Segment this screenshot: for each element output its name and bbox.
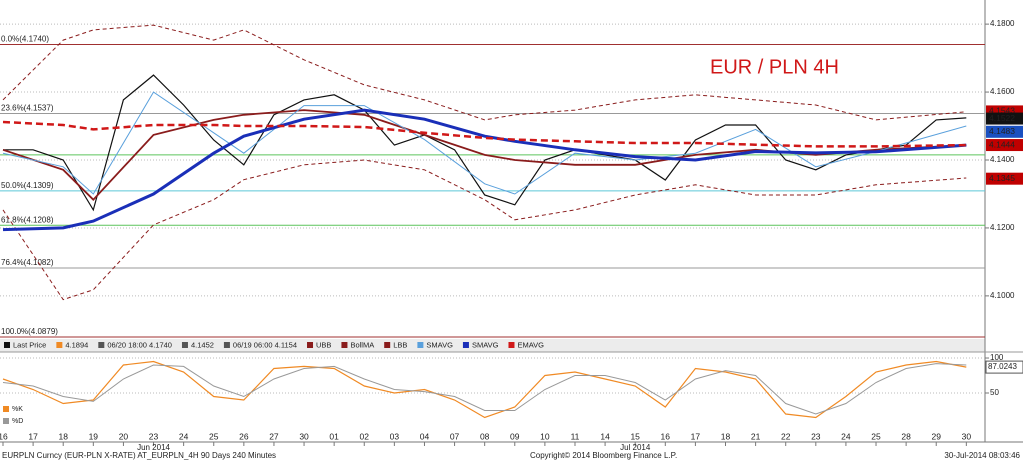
legend-entry-swatch: [508, 342, 515, 348]
price-tag: [986, 172, 1023, 185]
x-tick-label: 17: [691, 431, 701, 441]
fib-label: 61.8%(4.1208): [1, 215, 54, 224]
x-tick-label: 24: [841, 431, 851, 441]
legend-stat: 06/20 18:00 4.1740: [107, 340, 172, 349]
series-line: [3, 74, 967, 212]
x-tick-label: 30: [962, 431, 972, 441]
footer-center: Copyright© 2014 Bloomberg Finance L.P.: [530, 451, 677, 460]
y-tick-label: 4.1600: [990, 87, 1015, 96]
x-tick-label: 09: [510, 431, 520, 441]
legend-entry: LBB: [393, 340, 407, 349]
x-tick-label: 17: [28, 431, 38, 441]
legend-entry: %K: [12, 406, 23, 413]
x-tick-label: 01: [329, 431, 339, 441]
legend-entry: SMAVG: [426, 340, 453, 349]
x-tick-label: 07: [450, 431, 460, 441]
series-line: [2, 108, 967, 232]
legend-entry-swatch: [341, 342, 348, 348]
legend-swatch: [3, 418, 9, 424]
fib-label: 50.0%(4.1309): [1, 181, 54, 190]
legend-entry: UBB: [316, 340, 331, 349]
x-tick-label: 27: [269, 431, 279, 441]
price-tag-label: 4.1444: [989, 139, 1015, 149]
month-label: Jul 2014: [620, 443, 651, 452]
x-tick-label: 08: [480, 431, 490, 441]
series-line: [2, 91, 967, 195]
x-tick-label: 18: [721, 431, 731, 441]
footer-left: EURPLN Curncy (EUR-PLN X-RATE) AT_EURPLN…: [2, 451, 276, 460]
price-tag: [986, 125, 1023, 138]
footer-right: 30-Jul-2014 08:03:46: [944, 451, 1020, 460]
fib-label: 100.0%(4.0879): [1, 327, 58, 336]
series-line: [2, 24, 967, 121]
x-tick-label: 10: [540, 431, 550, 441]
price-tag-label: 4.1483: [989, 126, 1015, 136]
legend-stat-swatch: [56, 342, 63, 348]
x-tick-label: 16: [0, 431, 8, 441]
x-tick-label: 24: [179, 431, 189, 441]
legend-stat: 4.1452: [191, 340, 214, 349]
x-tick-label: 23: [149, 431, 159, 441]
x-tick-label: 20: [119, 431, 129, 441]
x-tick-label: 15: [630, 431, 640, 441]
price-tag-label: 4.1522: [989, 113, 1015, 123]
last-tag: [985, 360, 1023, 374]
y-tick-label: 50: [990, 388, 999, 397]
y-tick-label: 4.1400: [990, 155, 1015, 164]
price-tag-label: 4.1345: [989, 173, 1015, 183]
legend-entry-swatch: [384, 342, 391, 348]
x-tick-label: 04: [420, 431, 430, 441]
legend-entry: BollMA: [350, 340, 374, 349]
price-tag: [986, 139, 1023, 152]
x-tick-label: 16: [661, 431, 671, 441]
legend-entry: %D: [12, 418, 23, 425]
fib-label: 76.4%(4.1082): [1, 258, 54, 267]
x-tick-label: 25: [209, 431, 219, 441]
x-tick-label: 25: [871, 431, 881, 441]
legend-stat-swatch: [223, 342, 230, 348]
legend-stat: 4.1894: [65, 340, 88, 349]
x-tick-label: 02: [360, 431, 370, 441]
legend-entry: SMAVG: [472, 340, 499, 349]
x-tick-label: 29: [931, 431, 941, 441]
legend-bar: [0, 339, 985, 352]
x-tick-label: 28: [901, 431, 911, 441]
fib-label: 0.0%(4.1740): [1, 35, 49, 44]
series-line: [2, 363, 967, 415]
legend-stat-swatch: [181, 342, 188, 348]
legend-entry-swatch: [4, 342, 10, 348]
series-line: [2, 159, 967, 301]
y-tick-label: 100: [990, 353, 1004, 362]
x-tick-label: 19: [89, 431, 99, 441]
x-tick-label: 26: [239, 431, 249, 441]
month-label: Jun 2014: [137, 443, 170, 452]
fib-label: 23.6%(4.1537): [1, 104, 54, 113]
x-tick-label: 18: [58, 431, 68, 441]
chart-title: EUR / PLN 4H: [710, 56, 839, 78]
y-tick-label: 4.1800: [990, 19, 1015, 28]
legend-entry-swatch: [417, 342, 424, 348]
x-tick-label: 21: [751, 431, 761, 441]
legend-swatch: [3, 406, 9, 412]
legend-entry: Last Price: [13, 340, 46, 349]
legend-stat-swatch: [98, 342, 105, 348]
last-tag-label: 87.0243: [988, 362, 1017, 371]
x-tick-label: 14: [600, 431, 610, 441]
x-tick-label: 30: [299, 431, 309, 441]
y-tick-label: 4.1200: [990, 223, 1015, 232]
y-tick-label: 4.1000: [990, 291, 1015, 300]
legend-entry: EMAVG: [517, 340, 544, 349]
price-tag: [986, 112, 1023, 125]
price-tag-label: 4.1543: [989, 106, 1015, 116]
x-tick-label: 22: [781, 431, 791, 441]
x-tick-label: 03: [390, 431, 400, 441]
legend-stat: 06/19 06:00 4.1154: [233, 340, 297, 349]
legend-entry-swatch: [462, 342, 469, 348]
legend-entry-swatch: [307, 342, 314, 348]
series-line: [2, 120, 967, 148]
x-tick-label: 11: [571, 431, 580, 441]
x-tick-label: 23: [811, 431, 821, 441]
